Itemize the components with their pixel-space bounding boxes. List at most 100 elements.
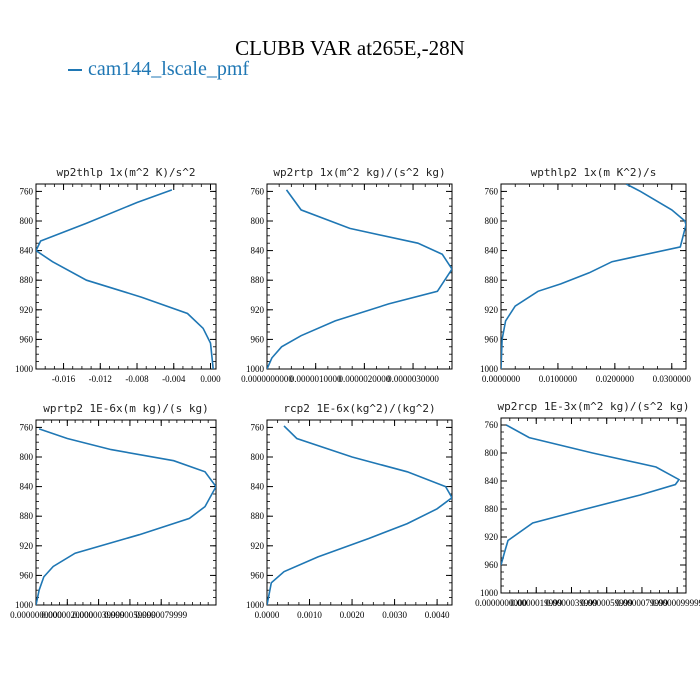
- y-tick-label: 880: [20, 511, 34, 521]
- y-tick-label: 800: [251, 216, 265, 226]
- y-tick-label: 840: [20, 482, 34, 492]
- x-tick-label: -0.004: [162, 374, 186, 384]
- y-tick-label: 960: [485, 560, 499, 570]
- y-tick-label: 1000: [15, 364, 34, 374]
- x-tick-label: -0.008: [125, 374, 149, 384]
- y-tick-label: 880: [485, 275, 499, 285]
- y-tick-label: 880: [251, 511, 265, 521]
- y-tick-label: 920: [20, 541, 34, 551]
- y-tick-label: 800: [20, 216, 34, 226]
- x-tick-label: -0.012: [89, 374, 112, 384]
- y-tick-label: 760: [485, 186, 499, 196]
- x-tick-label: 0.0040: [425, 610, 450, 620]
- series-line-1: [501, 424, 681, 566]
- x-tick-label: 0.000: [200, 374, 221, 384]
- series-line-1: [267, 189, 452, 369]
- y-tick-label: 920: [485, 305, 499, 315]
- y-tick-label: 880: [485, 504, 499, 514]
- plot-frame: [35, 183, 217, 370]
- x-tick-label: 0.0030: [382, 610, 407, 620]
- y-tick-label: 800: [485, 448, 499, 458]
- x-tick-label: 0.0000059999: [581, 598, 633, 608]
- y-tick-label: 840: [20, 246, 34, 256]
- x-tick-label: 0.0000030000: [387, 374, 439, 384]
- x-tick-label: 0.0000: [255, 610, 280, 620]
- chart-panel-4: wprtp2 1E-6x(m kg)/(s kg) 760 800 840 880 920…: [10, 402, 217, 620]
- x-tick-label: 0.0000000000: [241, 374, 293, 384]
- panel-title: wp2thlp 1x(m^2 K)/s^2: [56, 166, 195, 179]
- x-tick-label: 0.0000079999: [616, 598, 668, 608]
- panel-title: wprtp2 1E-6x(m kg)/(s kg): [43, 402, 209, 415]
- y-tick-label: 840: [485, 246, 499, 256]
- y-tick-label: 960: [485, 334, 499, 344]
- y-tick-label: 760: [251, 186, 265, 196]
- x-tick-label: 0.0100000: [539, 374, 578, 384]
- x-tick-label: 0.0000039999: [73, 610, 125, 620]
- y-tick-label: 920: [485, 532, 499, 542]
- legend-swatch: [68, 69, 82, 72]
- chart-panel-6: wp2rcp 1E-3x(m^2 kg)/(s^2 kg) 760 800 840 88…: [475, 400, 700, 608]
- y-tick-label: 760: [251, 422, 265, 432]
- y-tick-label: 800: [485, 216, 499, 226]
- panel-title: wp2rcp 1E-3x(m^2 kg)/(s^2 kg): [497, 400, 689, 413]
- y-tick-label: 960: [20, 570, 34, 580]
- x-tick-label: 0.0000099999: [651, 598, 700, 608]
- x-tick-label: 0.0010: [297, 610, 322, 620]
- y-tick-label: 800: [20, 452, 34, 462]
- series-line-1: [501, 184, 686, 369]
- panel-title: rcp2 1E-6x(kg^2)/(kg^2): [283, 402, 435, 415]
- series-line-1: [36, 428, 216, 605]
- y-tick-label: 1000: [15, 600, 34, 610]
- x-tick-label: 0.0000010000: [290, 374, 342, 384]
- y-tick-label: 840: [251, 482, 265, 492]
- page-title: CLUBB VAR at265E,-28N: [235, 36, 465, 60]
- series-line-1: [36, 189, 214, 369]
- y-tick-label: 960: [251, 570, 265, 580]
- plot-frame: [500, 183, 687, 370]
- y-tick-label: 1000: [246, 600, 265, 610]
- y-tick-label: 920: [251, 541, 265, 551]
- legend-label: cam144_lscale_pmf: [88, 58, 250, 80]
- y-tick-label: 760: [20, 186, 34, 196]
- plot-frame: [266, 183, 453, 370]
- chart-panel-1: wp2thlp 1x(m^2 K)/s^2 760 800 840 880 920 960 1…: [15, 166, 221, 384]
- y-tick-label: 960: [251, 334, 265, 344]
- legend: cam144_lscale_pmf: [68, 58, 249, 81]
- y-tick-label: 760: [20, 422, 34, 432]
- x-tick-label: -0.016: [52, 374, 76, 384]
- chart-panel-2: wp2rtp 1x(m^2 kg)/(s^2 kg) 760 800 840 880 92…: [241, 166, 453, 384]
- x-tick-label: 0.0300000: [653, 374, 692, 384]
- y-tick-label: 800: [251, 452, 265, 462]
- y-tick-label: 1000: [480, 588, 499, 598]
- x-tick-label: 0.0000059999: [104, 610, 156, 620]
- plot-frame: [500, 417, 687, 594]
- x-tick-label: 0.0000039999: [546, 598, 598, 608]
- plot-frame: [266, 419, 453, 606]
- chart-panel-5: rcp2 1E-6x(kg^2)/(kg^2) 760 800 840 880 920 96…: [246, 402, 453, 620]
- y-tick-label: 880: [20, 275, 34, 285]
- y-tick-label: 840: [485, 476, 499, 486]
- y-tick-label: 960: [20, 334, 34, 344]
- x-tick-label: 0.0000079999: [135, 610, 187, 620]
- y-tick-label: 1000: [480, 364, 499, 374]
- series-line-1: [267, 425, 452, 605]
- x-tick-label: 0.0000000000: [10, 610, 62, 620]
- y-tick-label: 920: [20, 305, 34, 315]
- x-tick-label: 0.0000000000: [475, 598, 527, 608]
- chart-panel-3: wpthlp2 1x(m K^2)/s 760 800 840 880 920 960 100…: [480, 166, 691, 384]
- y-tick-label: 920: [251, 305, 265, 315]
- y-tick-label: 880: [251, 275, 265, 285]
- y-tick-label: 840: [251, 246, 265, 256]
- y-tick-label: 760: [485, 420, 499, 430]
- x-tick-label: 0.0000000: [482, 374, 521, 384]
- x-tick-label: 0.0200000: [596, 374, 635, 384]
- x-tick-label: 0.0000019999: [510, 598, 562, 608]
- y-tick-label: 1000: [246, 364, 265, 374]
- x-tick-label: 0.0000020000: [41, 610, 93, 620]
- plot-frame: [35, 419, 217, 606]
- x-tick-label: 0.0020: [340, 610, 365, 620]
- panel-title: wpthlp2 1x(m K^2)/s: [531, 166, 657, 179]
- x-tick-label: 0.0000020000: [338, 374, 390, 384]
- panel-title: wp2rtp 1x(m^2 kg)/(s^2 kg): [273, 166, 445, 179]
